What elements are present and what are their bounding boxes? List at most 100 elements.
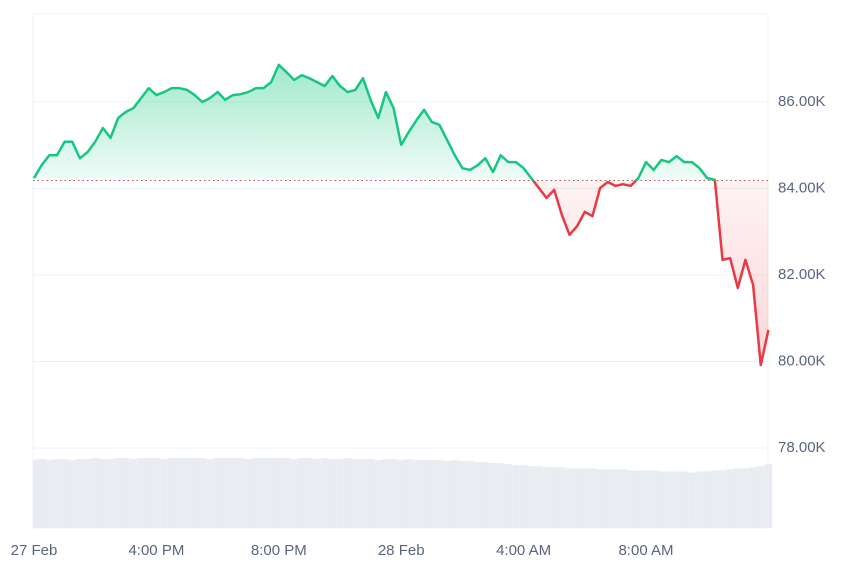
volume-bar [106, 459, 115, 528]
volume-bar [121, 458, 130, 528]
volume-bar [382, 459, 390, 528]
volume-bar [634, 470, 643, 528]
volume-bar [313, 459, 321, 528]
volume-bar [550, 467, 559, 528]
volume-bar [244, 459, 253, 528]
volume-bar [33, 460, 41, 528]
volume-bar [328, 459, 337, 528]
volume-bar [427, 460, 436, 528]
volume-bar [190, 458, 199, 528]
x-tick-label: 8:00 PM [251, 542, 307, 559]
volume-bar [450, 460, 459, 528]
volume-bar [580, 468, 589, 528]
volume-bar [749, 467, 757, 528]
volume-bar [558, 467, 566, 528]
y-tick-label: 84.00K [778, 179, 826, 196]
volume-bar [129, 459, 138, 528]
volume-bar [198, 458, 207, 528]
volume-bar [711, 470, 719, 528]
volume-bar [99, 459, 107, 528]
volume-bar [596, 469, 604, 528]
volume-bar [91, 458, 100, 528]
volume-bar [512, 465, 520, 528]
volume-bar [473, 462, 482, 528]
volume-bar [76, 459, 84, 528]
price-area [34, 64, 769, 365]
volume-bar [680, 471, 689, 528]
volume-bar [336, 459, 344, 528]
x-tick-label: 8:00 AM [618, 542, 673, 559]
volume-bar [359, 459, 367, 528]
volume-bar [366, 459, 375, 528]
volume-bar [183, 458, 191, 528]
volume-bar [206, 459, 214, 528]
volume-bar [221, 458, 230, 528]
x-tick-label: 4:00 AM [496, 542, 551, 559]
volume-bar [412, 460, 421, 528]
volume-bar [320, 458, 329, 528]
x-tick-label: 4:00 PM [128, 542, 184, 559]
volume-bar [703, 471, 712, 528]
volume-bar [137, 458, 145, 528]
volume-bar [53, 459, 61, 528]
volume-bar [535, 466, 543, 528]
volume-bar [481, 462, 490, 528]
volume-bar [229, 458, 237, 528]
volume-bar [657, 471, 666, 528]
y-tick-label: 78.00K [778, 439, 826, 456]
volume-bar [114, 458, 122, 528]
volume-bar [619, 469, 627, 528]
volume-bar [726, 469, 734, 528]
volume-bar [290, 459, 298, 528]
volume-bar [397, 460, 406, 528]
volume-bar [519, 465, 528, 528]
volume-bar [688, 472, 696, 528]
volume-bar [588, 468, 597, 528]
volume-bar [175, 458, 184, 528]
volume-bar [267, 458, 275, 528]
volume-bar [642, 470, 650, 528]
volume-bar [542, 467, 551, 528]
plot-frame [32, 13, 769, 529]
volume-bar [458, 461, 467, 528]
volume-bar [305, 458, 314, 528]
volume-bar [297, 458, 306, 528]
volume-bar [466, 461, 474, 528]
volume-bar [213, 458, 222, 528]
volume-bar [565, 468, 574, 528]
price-line [32, 63, 770, 367]
x-tick-label: 27 Feb [11, 542, 58, 559]
volume-bar [144, 458, 153, 528]
volume-bar [152, 458, 161, 528]
volume-bar [236, 458, 245, 528]
volume-bar [282, 458, 291, 528]
volume-bar [389, 459, 398, 528]
volume-bar [68, 460, 77, 528]
volume-bar [167, 458, 176, 528]
volume-bar [405, 459, 413, 528]
volume-bar [764, 464, 773, 528]
volume-bar [37, 459, 46, 528]
volume-bar [496, 463, 505, 528]
volume-bar [603, 469, 612, 528]
volume-bar [756, 466, 765, 528]
volume-bar [420, 460, 428, 528]
volume-bar [252, 458, 260, 528]
volume-bar [741, 468, 750, 528]
volume-bar [83, 459, 92, 528]
volume-bar [45, 460, 54, 528]
volume-bar [573, 468, 581, 528]
volume-bar [374, 460, 383, 528]
volume-bar [733, 468, 742, 528]
volume-bar [649, 470, 658, 528]
volume-bar [527, 466, 536, 528]
y-tick-label: 82.00K [778, 266, 826, 283]
volume-bar [443, 461, 451, 528]
volume-bar [672, 471, 681, 528]
volume-bar [351, 459, 360, 528]
y-tick-label: 86.00K [778, 93, 826, 110]
x-tick-label: 28 Feb [378, 542, 425, 559]
volume-bar [60, 459, 69, 528]
